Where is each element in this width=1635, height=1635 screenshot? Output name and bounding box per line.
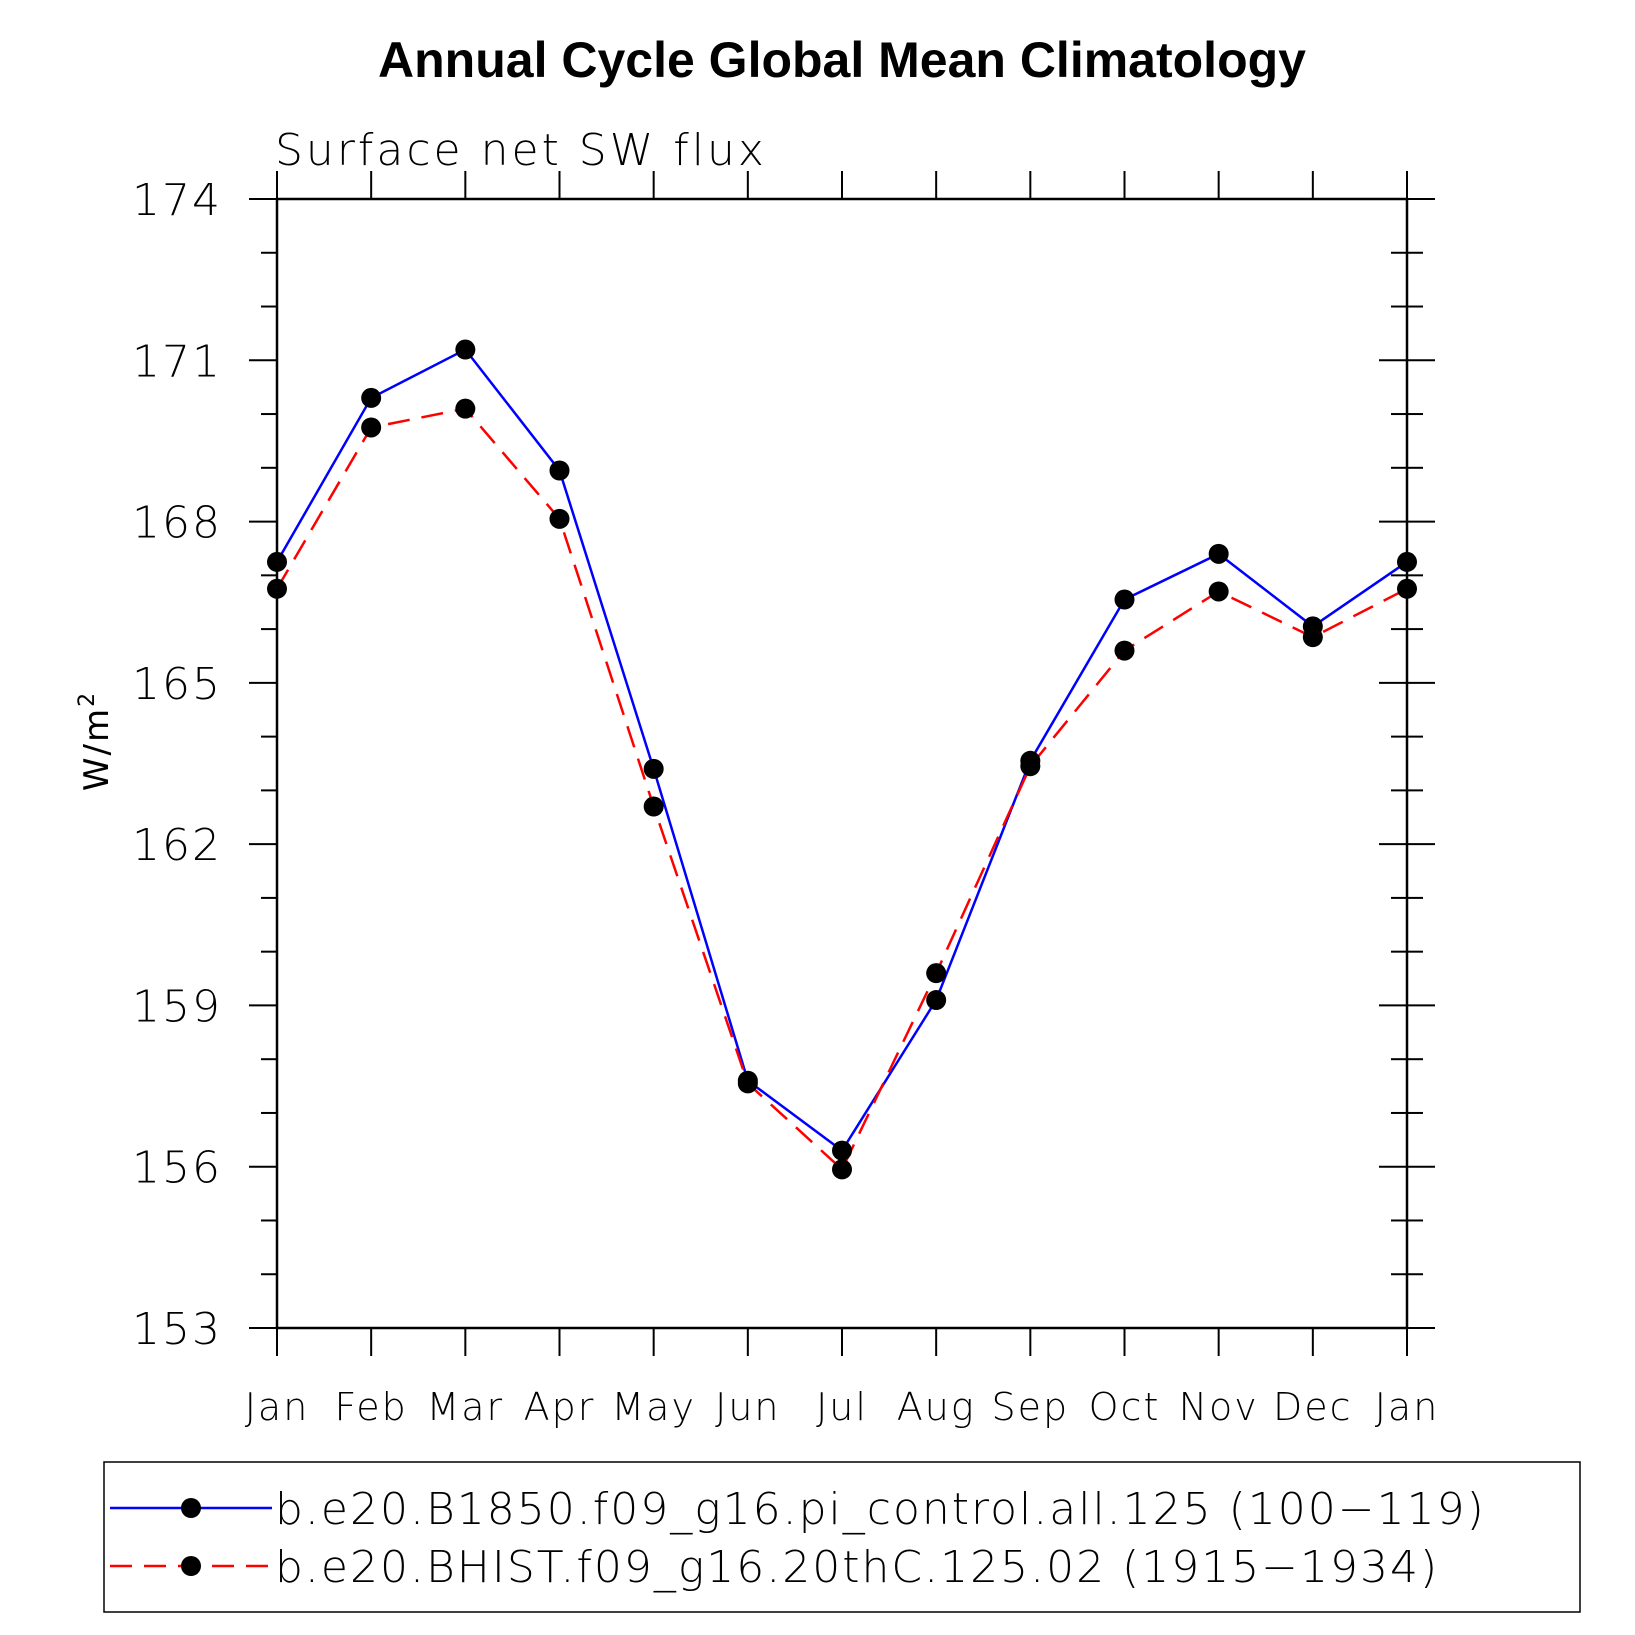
legend: b.e20.B1850.f09_g16.pi_control.all.125 (… [110, 1484, 1486, 1593]
y-axis-label: W/m2 [75, 691, 117, 791]
series-1-point [643, 758, 664, 779]
x-tick-label: Aug [897, 1385, 976, 1429]
series-1-point [1208, 543, 1229, 564]
x-tick-label: Jul [816, 1385, 868, 1429]
y-tick-label: 165 [132, 659, 222, 710]
series-1-point [926, 990, 947, 1011]
y-tick-label: 153 [132, 1304, 222, 1355]
svg-text:W/m2: W/m2 [75, 691, 117, 791]
series-2-point [455, 398, 476, 419]
series-2-point [643, 796, 664, 817]
series-2-point [737, 1073, 758, 1094]
series-1-point [267, 551, 287, 572]
y-tick-label: 171 [132, 336, 222, 387]
x-tick-label: Feb [335, 1385, 408, 1429]
series-1-point [1397, 551, 1417, 572]
series-2-point [1302, 627, 1323, 648]
x-tick-label: Jan [245, 1385, 310, 1429]
series-line-2 [275, 407, 1408, 1172]
series-line-1 [275, 347, 1408, 1153]
x-tick-label: Jun [715, 1385, 780, 1429]
y-tick-label: 156 [132, 1143, 222, 1194]
series-1-point [832, 1140, 852, 1161]
x-tick-label: Jan [1375, 1385, 1440, 1429]
legend-label-2: b.e20.BHIST.f09_g16.20thC.125.02 (1915−1… [275, 1542, 1439, 1593]
series-2-point [1208, 581, 1229, 602]
x-tick-label: Dec [1273, 1385, 1353, 1429]
legend-label-1: b.e20.B1850.f09_g16.pi_control.all.125 (… [275, 1484, 1486, 1535]
series-2-point [267, 578, 287, 599]
y-tick-label: 168 [132, 498, 222, 549]
legend-box [103, 1461, 1581, 1613]
series-2-point [832, 1159, 852, 1180]
y-tick-label: 174 [132, 175, 222, 226]
x-tick-label: Oct [1089, 1385, 1161, 1429]
series-2-point [926, 963, 947, 984]
x-tick-label: Apr [524, 1385, 596, 1429]
y-axis-label-text: W/m [77, 707, 117, 791]
series-1-point [1114, 589, 1135, 610]
series-2-point [1397, 578, 1417, 599]
legend-marker-1 [181, 1498, 201, 1518]
series-layer [267, 339, 1417, 1180]
x-tick-label: Mar [426, 1385, 504, 1429]
x-tick-label: Sep [992, 1385, 1070, 1429]
legend-marker-2 [181, 1556, 201, 1576]
tick-labels: 153 156 159 162 165 168 171 174 Jan Feb Mar Apr May J… [132, 175, 1440, 1429]
series-2-point [1020, 756, 1041, 777]
series-2-point [361, 417, 382, 438]
series-1-point [549, 460, 570, 481]
series-2-point [1114, 640, 1135, 661]
series-1-point [455, 339, 476, 360]
x-tick-label: Nov [1179, 1385, 1259, 1429]
chart-subtitle: Surface net SW flux [275, 125, 767, 176]
chart-title: Annual Cycle Global Mean Climatology [378, 32, 1306, 88]
x-tick-label: May [611, 1385, 696, 1429]
y-tick-label: 159 [132, 981, 222, 1032]
y-tick-label: 162 [132, 820, 222, 871]
series-2-point [549, 508, 570, 529]
axis-ticks [249, 171, 1435, 1356]
y-axis-label-superscript: 2 [75, 691, 100, 707]
series-1-point [361, 387, 382, 408]
